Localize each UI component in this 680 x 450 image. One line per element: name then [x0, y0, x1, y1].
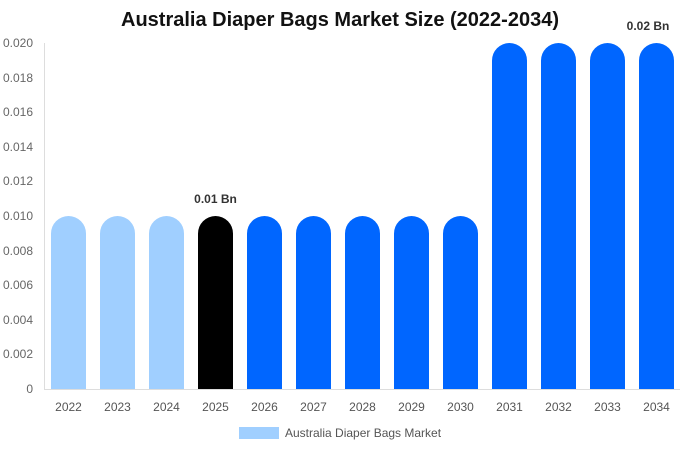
- y-tick-label: 0.012: [2, 174, 33, 189]
- y-tick-label: 0: [26, 382, 33, 396]
- x-tick-label: 2033: [594, 400, 621, 414]
- bar-2022[interactable]: [51, 216, 86, 389]
- legend-label: Australia Diaper Bags Market: [285, 426, 442, 440]
- y-tick-label: 0.014: [2, 139, 33, 154]
- bar-2034[interactable]: [639, 43, 674, 389]
- x-tick-label: 2024: [153, 400, 180, 414]
- bar-2024[interactable]: [149, 216, 184, 389]
- bar-2023[interactable]: [100, 216, 135, 389]
- x-tick-label: 2023: [104, 400, 131, 414]
- y-tick-label: 0.006: [2, 278, 33, 293]
- bar-2031[interactable]: [492, 43, 527, 389]
- bar-2028[interactable]: [345, 216, 380, 389]
- x-tick-label: 2031: [496, 400, 523, 414]
- bar-2030[interactable]: [443, 216, 478, 389]
- x-tick-label: 2025: [202, 400, 229, 414]
- x-tick-label: 2028: [349, 400, 376, 414]
- bar-2029[interactable]: [394, 216, 429, 389]
- y-tick-label: 0.018: [2, 70, 33, 85]
- bar-2025[interactable]: [198, 216, 233, 389]
- y-tick-label: 0.020: [2, 36, 33, 50]
- legend-swatch: [239, 427, 279, 439]
- x-tick-label: 2026: [251, 400, 278, 414]
- data-label-2034: 0.02 Bn: [626, 19, 670, 33]
- y-axis-line: [44, 43, 45, 389]
- x-tick-label: 2022: [55, 400, 82, 414]
- bar-2026[interactable]: [247, 216, 282, 389]
- x-axis-line: [44, 389, 680, 390]
- data-label-2025: 0.01 Bn: [194, 192, 237, 206]
- y-tick-label: 0.002: [2, 347, 33, 362]
- x-tick-label: 2029: [398, 400, 425, 414]
- y-tick-label: 0.016: [2, 105, 33, 120]
- y-tick-label: 0.010: [2, 209, 33, 223]
- bar-2033[interactable]: [590, 43, 625, 389]
- x-tick-label: 2030: [447, 400, 474, 414]
- chart-title: Australia Diaper Bags Market Size (2022-…: [121, 9, 559, 31]
- bar-2027[interactable]: [296, 216, 331, 389]
- y-tick-label: 0.008: [2, 243, 33, 258]
- x-tick-label: 2034: [643, 400, 670, 414]
- x-tick-label: 2027: [300, 400, 327, 414]
- y-tick-label: 0.004: [2, 312, 33, 327]
- legend[interactable]: Australia Diaper Bags Market: [239, 426, 441, 440]
- x-tick-label: 2032: [545, 400, 572, 414]
- bar-2032[interactable]: [541, 43, 576, 389]
